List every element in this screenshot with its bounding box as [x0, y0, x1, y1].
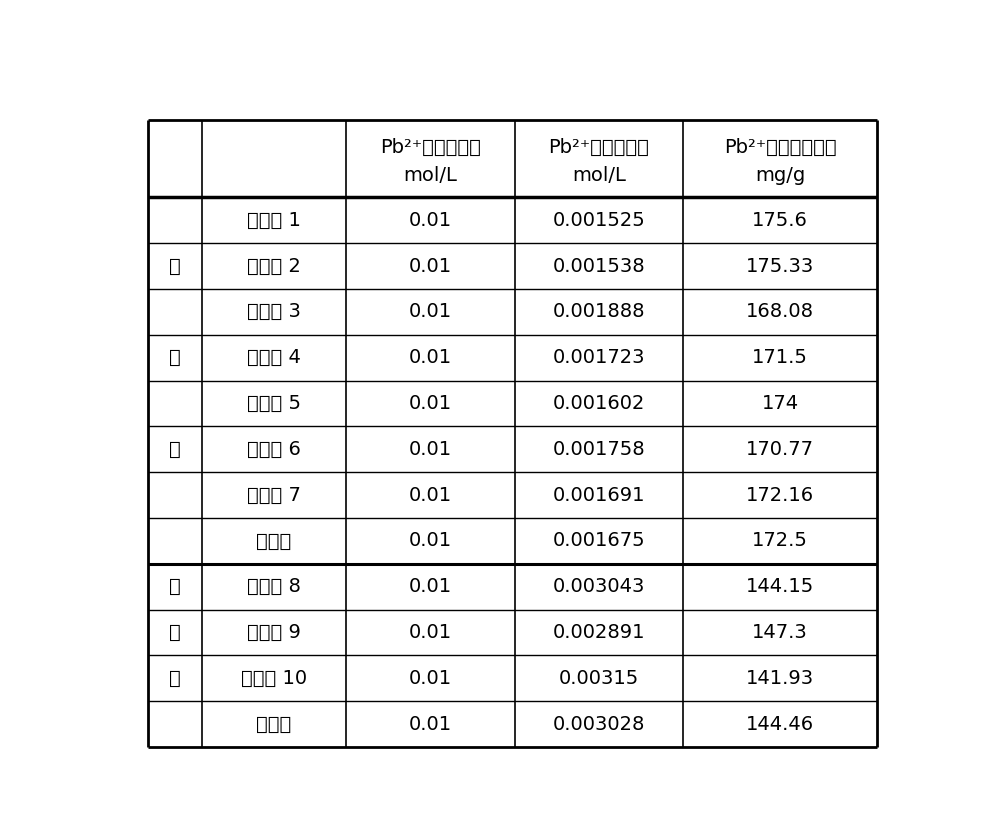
Text: 对: 对 [169, 577, 181, 597]
Text: 0.001758: 0.001758 [553, 440, 645, 459]
Text: 147.3: 147.3 [752, 623, 808, 642]
Text: 0.01: 0.01 [409, 394, 452, 413]
Text: 实施例 6: 实施例 6 [247, 440, 301, 459]
Text: 平均值: 平均值 [256, 715, 291, 734]
Text: 实施例 1: 实施例 1 [247, 210, 301, 230]
Text: 171.5: 171.5 [752, 349, 808, 367]
Text: 0.01: 0.01 [409, 715, 452, 734]
Text: 实施例 7: 实施例 7 [247, 486, 301, 504]
Text: 168.08: 168.08 [746, 303, 814, 322]
Text: 0.01: 0.01 [409, 303, 452, 322]
Text: 0.00315: 0.00315 [559, 669, 639, 688]
Text: 0.01: 0.01 [409, 623, 452, 642]
Text: 0.001723: 0.001723 [553, 349, 645, 367]
Text: 组: 组 [169, 669, 181, 688]
Text: 0.001675: 0.001675 [553, 531, 645, 551]
Text: Pb²⁺初始浓度，: Pb²⁺初始浓度， [380, 137, 481, 157]
Text: 实施例 2: 实施例 2 [247, 256, 301, 276]
Text: mol/L: mol/L [403, 166, 457, 185]
Text: Pb²⁺平衡吸附量，: Pb²⁺平衡吸附量， [724, 137, 836, 157]
Text: mol/L: mol/L [572, 166, 626, 185]
Text: 0.001691: 0.001691 [553, 486, 645, 504]
Text: 实施例 5: 实施例 5 [247, 394, 301, 413]
Text: 0.003028: 0.003028 [553, 715, 645, 734]
Text: 验: 验 [169, 349, 181, 367]
Text: Pb²⁺平衡浓度，: Pb²⁺平衡浓度， [548, 137, 649, 157]
Text: 实施例 3: 实施例 3 [247, 303, 301, 322]
Text: 170.77: 170.77 [746, 440, 814, 459]
Text: 172.5: 172.5 [752, 531, 808, 551]
Text: 实施例 9: 实施例 9 [247, 623, 301, 642]
Text: 0.01: 0.01 [409, 486, 452, 504]
Text: 174: 174 [761, 394, 799, 413]
Text: 0.001602: 0.001602 [553, 394, 645, 413]
Text: 141.93: 141.93 [746, 669, 814, 688]
Text: 144.46: 144.46 [746, 715, 814, 734]
Text: 0.001888: 0.001888 [553, 303, 645, 322]
Text: 0.01: 0.01 [409, 531, 452, 551]
Text: 144.15: 144.15 [746, 577, 814, 597]
Text: 实施例 4: 实施例 4 [247, 349, 301, 367]
Text: 0.01: 0.01 [409, 256, 452, 276]
Text: 实施例 10: 实施例 10 [241, 669, 307, 688]
Text: 0.001525: 0.001525 [553, 210, 645, 230]
Text: 172.16: 172.16 [746, 486, 814, 504]
Text: mg/g: mg/g [755, 166, 805, 185]
Text: 实施例 8: 实施例 8 [247, 577, 301, 597]
Text: 0.01: 0.01 [409, 440, 452, 459]
Text: 0.01: 0.01 [409, 577, 452, 597]
Text: 175.33: 175.33 [746, 256, 814, 276]
Text: 平均值: 平均值 [256, 531, 291, 551]
Text: 0.01: 0.01 [409, 349, 452, 367]
Text: 0.001538: 0.001538 [553, 256, 645, 276]
Text: 0.003043: 0.003043 [553, 577, 645, 597]
Text: 实: 实 [169, 256, 181, 276]
Text: 0.01: 0.01 [409, 669, 452, 688]
Text: 175.6: 175.6 [752, 210, 808, 230]
Text: 照: 照 [169, 623, 181, 642]
Text: 组: 组 [169, 440, 181, 459]
Text: 0.002891: 0.002891 [553, 623, 645, 642]
Text: 0.01: 0.01 [409, 210, 452, 230]
